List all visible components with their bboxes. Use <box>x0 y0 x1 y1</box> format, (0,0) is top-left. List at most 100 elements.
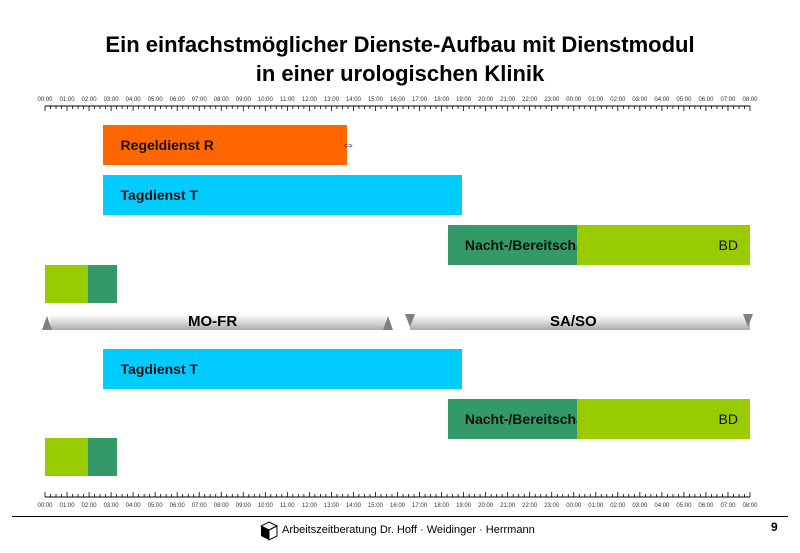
axis-tick-label: 20:00 <box>478 503 494 509</box>
axis-tick-label: 00:00 <box>566 503 582 509</box>
axis-tick-label: 05:00 <box>148 97 164 103</box>
axis-tick-label: 09:00 <box>236 97 252 103</box>
axis-tick-label: 04:00 <box>654 503 670 509</box>
tagdienst-label-weekend: Tagdienst T <box>120 361 199 377</box>
axis-tick-label: 04:00 <box>654 97 670 103</box>
triangle-up-left-icon <box>42 316 52 330</box>
axis-tick-label: 08:00 <box>214 503 230 509</box>
axis-tick-label: 02:00 <box>82 97 98 103</box>
axis-tick-label: 17:00 <box>412 97 428 103</box>
axis-tick-label: 14:00 <box>346 97 362 103</box>
axis-tick-label: 02:00 <box>610 97 626 103</box>
axis-tick-label: 08:00 <box>214 97 230 103</box>
axis-tick-label: 00:00 <box>566 97 582 103</box>
axis-tick-label: 05:00 <box>676 503 692 509</box>
tagdienst-bar-weekend: Tagdienst T <box>102 349 463 389</box>
axis-tick-label: 00:00 <box>37 97 53 103</box>
axis-tick-label: 06:00 <box>698 97 714 103</box>
axis-tick-label: 02:00 <box>82 503 98 509</box>
cube-logo-icon <box>260 521 278 541</box>
bd-bar-weekend: BD <box>577 399 750 439</box>
axis-tick-label: 06:00 <box>170 503 186 509</box>
triangle-down-right-icon <box>743 314 753 327</box>
axis-tick-label: 15:00 <box>368 97 384 103</box>
bd-label-weekday: BD <box>718 237 738 253</box>
page-title-line2: in einer urologischen Klinik <box>255 61 545 86</box>
axis-tick-label: 01:00 <box>60 503 76 509</box>
carry-nacht-block-weekday <box>88 265 117 303</box>
axis-tick-label: 00:00 <box>37 503 53 509</box>
axis-tick-label: 14:00 <box>346 503 362 509</box>
footer-divider <box>12 516 788 517</box>
axis-tick-label: 12:00 <box>302 503 318 509</box>
divider-markers <box>42 314 753 330</box>
axis-tick-label: 05:00 <box>676 97 692 103</box>
axis-tick-label: 03:00 <box>104 97 120 103</box>
time-axis-bottom: 00:00 01:00 02:00 03:00 04:00 05:00 06:00 07:00… <box>37 492 758 509</box>
axis-tick-label: 03:00 <box>632 503 648 509</box>
axis-tick-label: 16:00 <box>390 97 406 103</box>
nachtdienst-bar-weekend: Nacht-/Bereitschaftsdienst NB <box>447 399 666 439</box>
axis-tick-label: 01:00 <box>588 97 604 103</box>
regeldienst-bar: Regeldienst R ⇔ <box>102 125 355 165</box>
axis-tick-label: 10:00 <box>258 97 274 103</box>
axis-tick-label: 10:00 <box>258 503 274 509</box>
carry-bd-block-weekday <box>45 265 89 303</box>
bd-bar-weekday: BD <box>577 225 750 265</box>
triangle-up-right-icon <box>383 316 393 330</box>
axis-tick-label: 06:00 <box>170 97 186 103</box>
axis-tick-label: 19:00 <box>456 503 472 509</box>
carry-bd-block-weekend <box>45 438 89 476</box>
tagdienst-bar-weekday: Tagdienst T <box>102 175 463 215</box>
axis-tick-label: 13:00 <box>324 503 340 509</box>
axis-tick-label: 21:00 <box>500 503 516 509</box>
double-arrow-icon[interactable]: ⇔ <box>341 136 356 152</box>
axis-tick-label: 21:00 <box>500 97 516 103</box>
footer-text: Arbeitszeitberatung Dr. Hoff · Weidinger… <box>282 524 535 536</box>
weekday-label: MO-FR <box>188 313 238 330</box>
axis-tick-label: 06:00 <box>698 503 714 509</box>
axis-tick-label: 11:00 <box>280 503 295 509</box>
axis-tick-label: 08:00 <box>742 503 758 509</box>
axis-tick-label: 04:00 <box>126 97 142 103</box>
axis-tick-label: 18:00 <box>434 503 450 509</box>
weekend-divider-bar <box>410 314 750 330</box>
axis-tick-label: 22:00 <box>522 97 538 103</box>
axis-tick-label: 23:00 <box>544 503 560 509</box>
axis-tick-label: 07:00 <box>720 97 736 103</box>
carry-nacht-block-weekend <box>88 438 117 476</box>
axis-tick-label: 23:00 <box>544 97 560 103</box>
page-number: 9 <box>771 520 778 534</box>
axis-tick-label: 12:00 <box>302 97 318 103</box>
axis-tick-label: 07:00 <box>720 503 736 509</box>
tagdienst-label-weekday: Tagdienst T <box>120 187 199 203</box>
page-title-line1: Ein einfachstmöglicher Dienste-Aufbau mi… <box>105 32 695 57</box>
axis-tick-label: 03:00 <box>632 97 648 103</box>
axis-tick-label: 05:00 <box>148 503 164 509</box>
weekend-label: SA/SO <box>550 313 597 330</box>
axis-tick-label: 04:00 <box>126 503 142 509</box>
axis-tick-label: 02:00 <box>610 503 626 509</box>
axis-tick-label: 07:00 <box>192 503 208 509</box>
axis-tick-label: 16:00 <box>390 503 406 509</box>
axis-tick-label: 13:00 <box>324 97 340 103</box>
axis-tick-label: 07:00 <box>192 97 208 103</box>
axis-tick-label: 11:00 <box>280 97 295 103</box>
axis-tick-label: 22:00 <box>522 503 538 509</box>
nachtdienst-bar-weekday: Nacht-/Bereitschaftsdienst NB <box>447 225 666 265</box>
weekday-divider-bar <box>50 314 386 330</box>
axis-tick-label: 08:00 <box>742 97 758 103</box>
axis-tick-label: 20:00 <box>478 97 494 103</box>
time-axis-top: 00:00 01:00 02:00 03:00 04:00 05:00 06:00 07:00… <box>37 97 758 111</box>
bd-label-weekend: BD <box>718 411 738 427</box>
axis-tick-label: 09:00 <box>236 503 252 509</box>
regeldienst-label: Regeldienst R <box>120 137 214 153</box>
axis-tick-label: 18:00 <box>434 97 450 103</box>
axis-tick-label: 19:00 <box>456 97 472 103</box>
triangle-down-left-icon <box>405 314 415 327</box>
axis-tick-label: 03:00 <box>104 503 120 509</box>
axis-tick-label: 01:00 <box>588 503 604 509</box>
axis-tick-label: 01:00 <box>60 97 76 103</box>
axis-tick-label: 15:00 <box>368 503 384 509</box>
axis-tick-label: 17:00 <box>412 503 428 509</box>
